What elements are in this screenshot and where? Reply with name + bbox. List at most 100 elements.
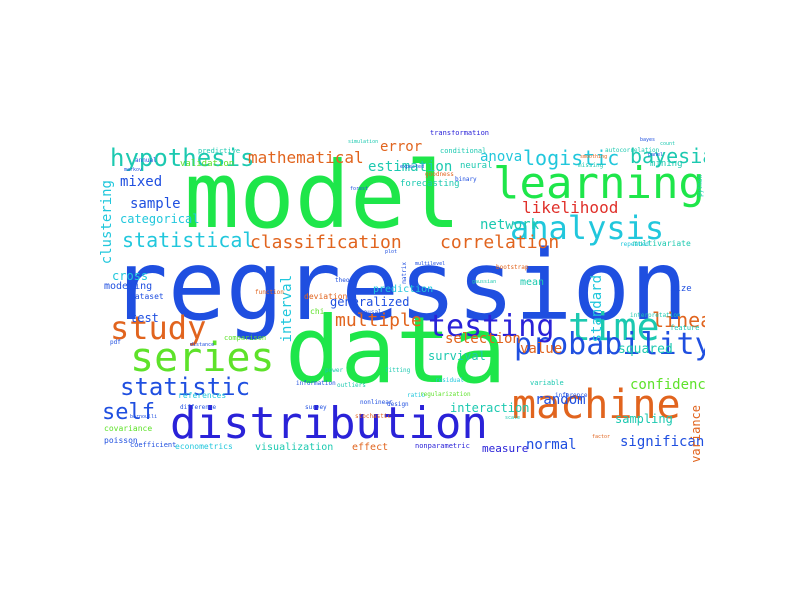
word-predictive: predictive (198, 147, 241, 155)
word-survey: survey (305, 404, 327, 411)
word-clustering: clustering (100, 180, 115, 265)
word-power: power (325, 367, 344, 374)
word-fitting: fitting (385, 367, 411, 374)
word-self: self (102, 400, 155, 425)
word-categorical: categorical (120, 212, 200, 226)
word-likelihood: likelihood (522, 198, 619, 217)
word-forecasting: forecasting (400, 179, 460, 189)
word-cloud: regression model data distribution learning m… (100, 130, 705, 475)
word-model: model (184, 142, 461, 249)
word-forest: forest (350, 186, 369, 192)
word-interaction: interaction (450, 401, 530, 415)
word-random: random (535, 392, 586, 408)
word-series: series (130, 335, 275, 381)
word-probability: probability (514, 327, 705, 362)
word-significance: significance (620, 434, 705, 450)
word-prediction: prediction (373, 284, 434, 295)
word-testing: testing (428, 309, 555, 344)
word-sampling: sampling (615, 412, 673, 426)
word-coefficient: coefficient (130, 441, 177, 449)
word-analysis: analysis (510, 209, 665, 247)
word-difference: difference (180, 404, 217, 411)
word-panel: panel (648, 152, 664, 158)
word-multivariate: multivariate (633, 239, 691, 248)
word-neural: neural (460, 161, 493, 171)
word-study: study (110, 309, 207, 347)
word-markov: markov (124, 167, 143, 173)
word-data: data (285, 297, 507, 404)
word-sample: sample (130, 196, 181, 212)
word-gaussian: gaussian (472, 279, 497, 285)
word-information: information (296, 380, 336, 387)
word-expected: expected (400, 164, 425, 170)
word-interval: interval (279, 275, 295, 343)
word-multilevel: multilevel (415, 261, 446, 267)
word-statistical: statistical (122, 228, 255, 252)
word-validation: validation (180, 159, 235, 169)
word-standard: standard (589, 275, 605, 343)
word-time: time (568, 305, 660, 349)
word-smoothing: smoothing (580, 154, 608, 160)
word-distance: distance (190, 342, 215, 348)
word-covariance: covariance (104, 424, 153, 433)
word-mining: mining (650, 159, 683, 169)
word-measure: measure (482, 442, 529, 455)
word-selection: selection (445, 331, 521, 347)
word-matrix: matrix (401, 262, 408, 284)
word-simulation: simulation (348, 139, 379, 145)
word-interpretation: interpretation (630, 312, 681, 319)
word-generalized: generalized (330, 295, 410, 309)
word-learning: learning (493, 158, 705, 209)
word-mathematical: mathematical (248, 148, 364, 167)
word-inference: inference (555, 392, 588, 399)
word-python: python (697, 175, 704, 197)
word-theory: theory (335, 277, 357, 284)
word-multiple: multiple (335, 310, 422, 331)
word-confidence: confidence (630, 377, 705, 393)
word-regression: regression (110, 230, 688, 342)
word-size: size (670, 284, 692, 294)
word-logistic: logistic (523, 146, 620, 170)
word-modeling: modeling (104, 281, 153, 292)
word-regularization: regularization (420, 391, 471, 398)
word-econometrics: econometrics (175, 442, 233, 451)
word-comparison: comparison (224, 334, 267, 342)
word-estimation: estimation (368, 159, 453, 175)
word-statistic: statistic (120, 373, 251, 401)
word-causal: causal (360, 309, 382, 316)
word-network: network (480, 217, 540, 233)
word-transformation: transformation (430, 130, 490, 137)
word-linear: linear (652, 308, 705, 332)
word-chi: chi (310, 307, 325, 316)
word-poisson: poisson (104, 436, 138, 445)
word-deviation: deviation (304, 292, 348, 301)
word-classification: classification (250, 232, 402, 253)
word-mixed: mixed (120, 174, 163, 190)
word-test: test (130, 311, 159, 325)
word-nonlinear: nonlinear (360, 399, 393, 406)
word-goodness: goodness (425, 171, 454, 178)
word-variable: variable (530, 379, 564, 387)
word-plot: plot (385, 249, 398, 255)
word-outliers: outliers (337, 382, 366, 389)
word-cross: cross (112, 269, 149, 283)
word-binary: binary (455, 176, 477, 183)
word-error: error (380, 139, 423, 155)
word-effect: effect (352, 442, 389, 453)
word-function: function (255, 289, 284, 296)
word-bayes: bayes (640, 137, 656, 143)
word-distribution: distribution (170, 398, 488, 449)
word-bayesian: bayesian (630, 144, 705, 168)
word-value: value (520, 341, 563, 357)
word-stochastic: stochastic (355, 413, 392, 420)
word-repeated: repeated (620, 241, 649, 248)
word-nonparametric: nonparametric (415, 442, 470, 450)
word-variance: variance (689, 405, 703, 463)
word-mean: mean (520, 277, 545, 288)
word-scale: scale (505, 415, 521, 421)
word-pdf: pdf (110, 339, 121, 346)
word-annual: annual (135, 157, 157, 164)
word-count: count (660, 141, 676, 147)
word-squared: squared (618, 342, 673, 357)
